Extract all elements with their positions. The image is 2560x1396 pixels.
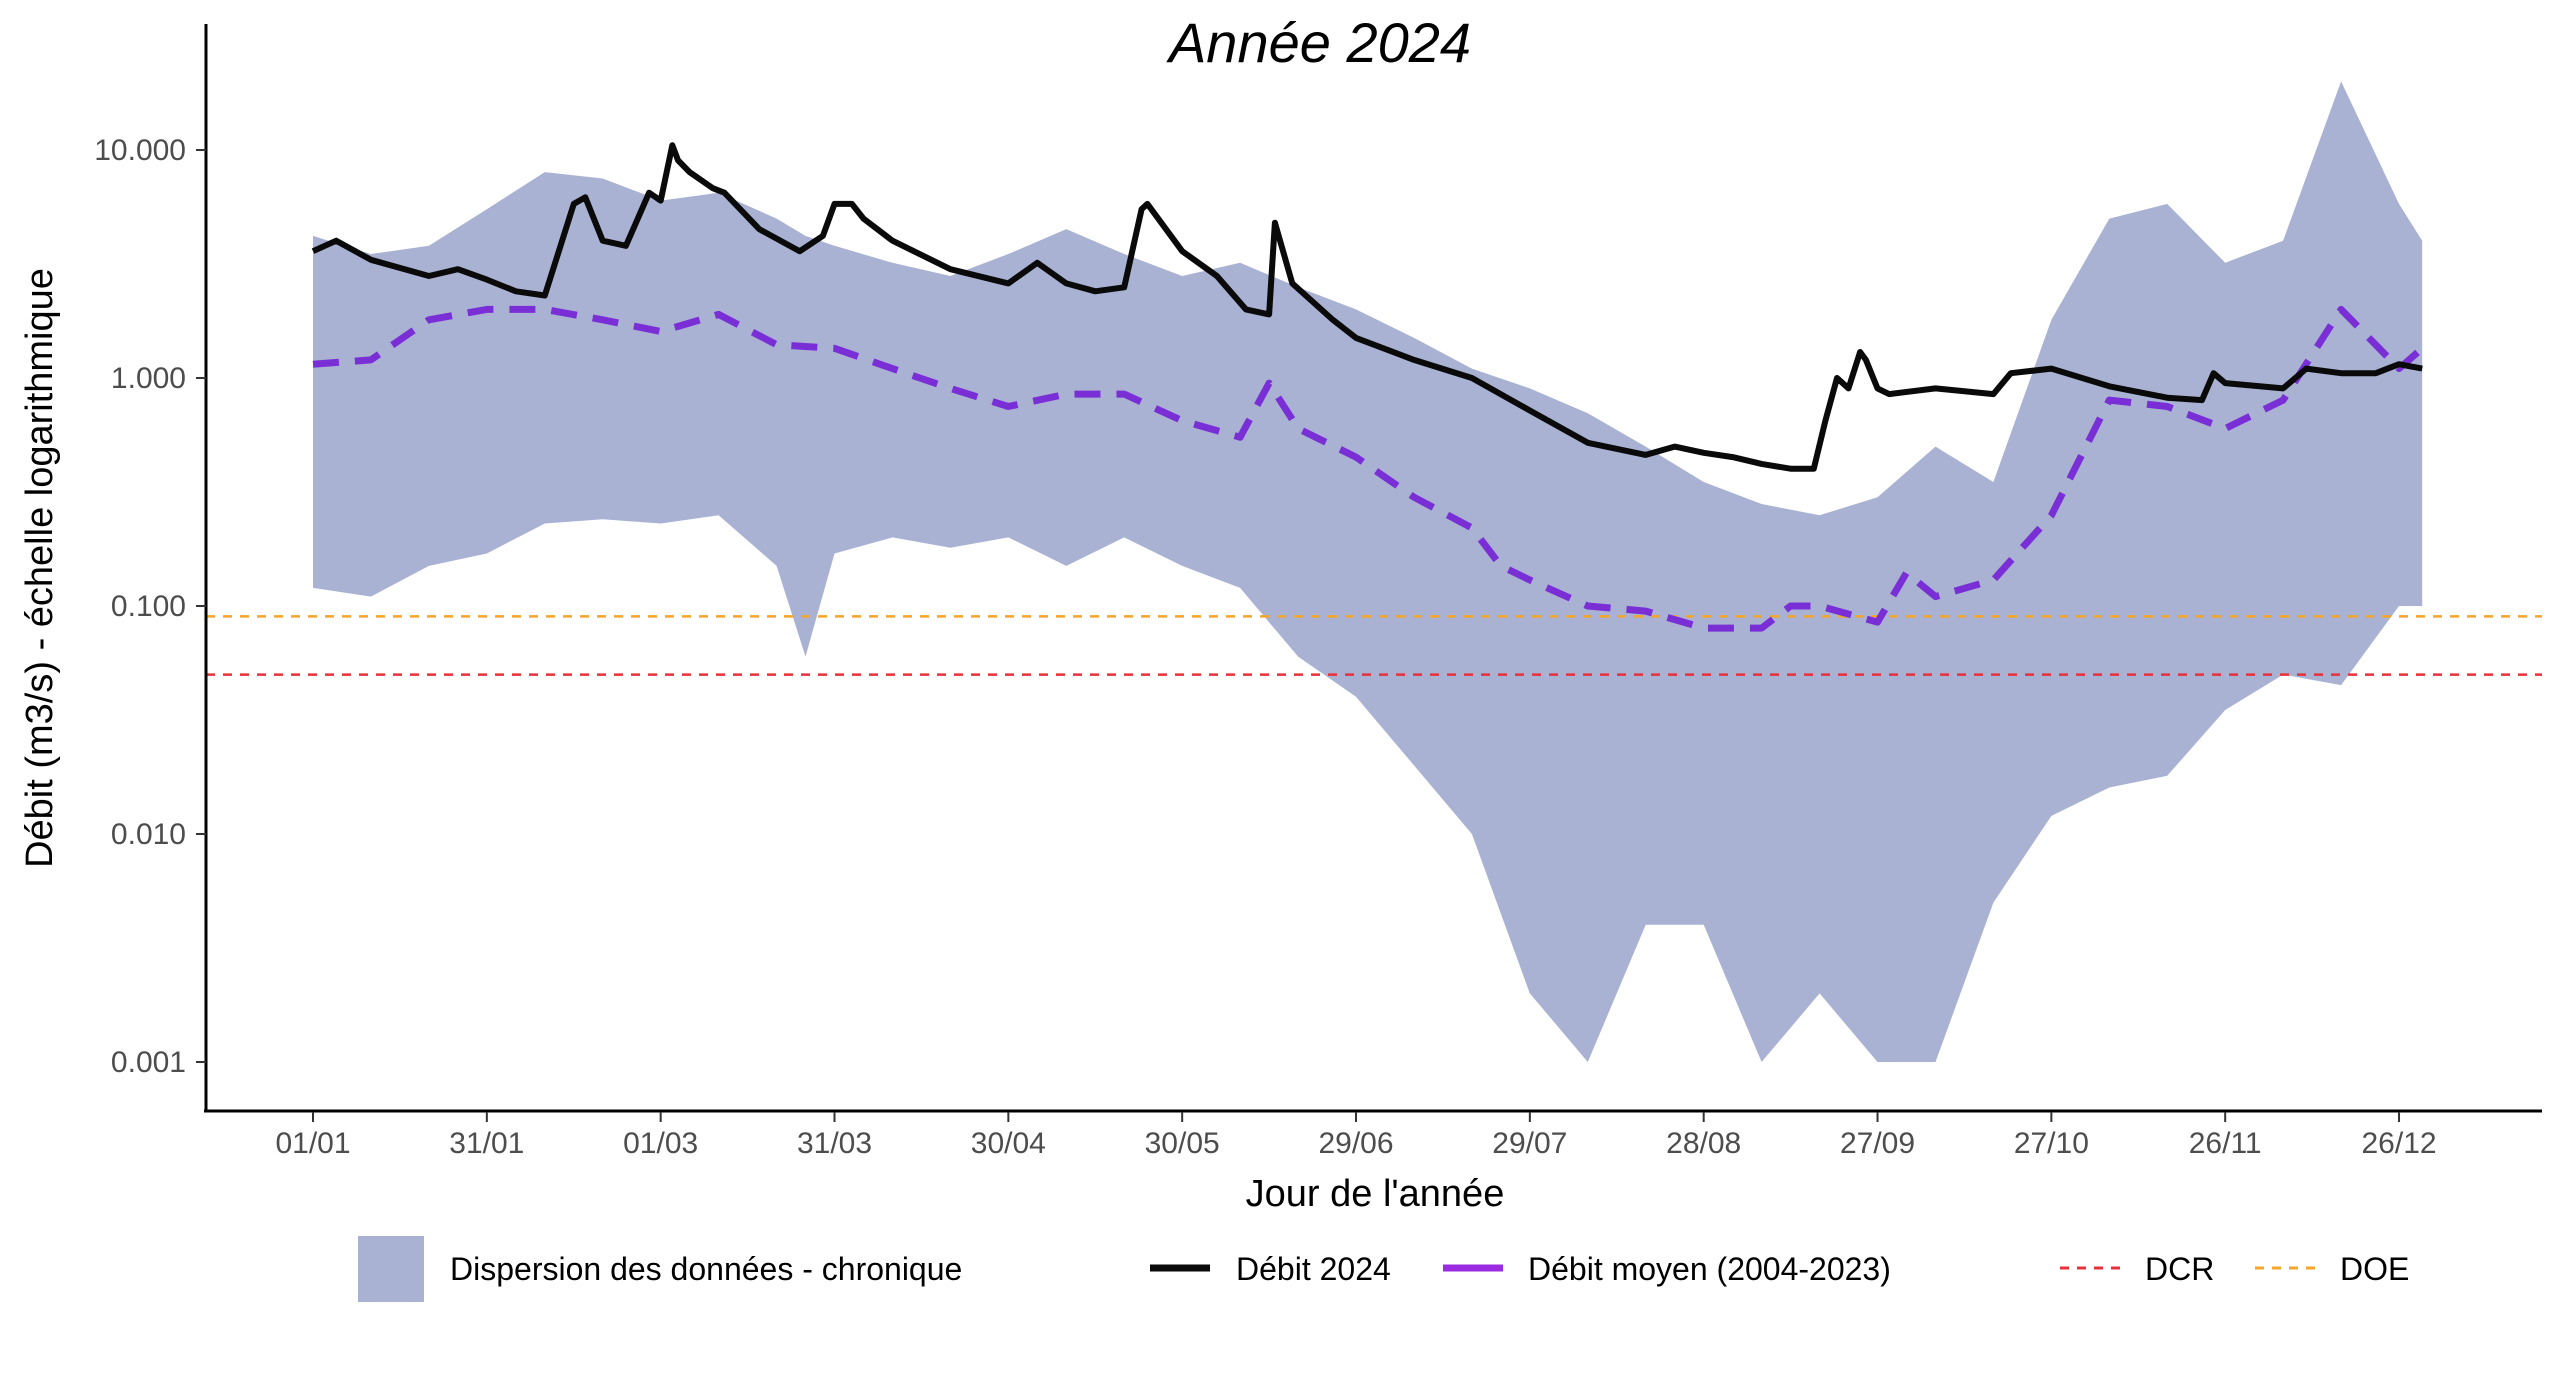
x-axis-ticks: 01/01 31/01 01/03 31/03 30/04 30/05 29/06 29/07… — [275, 1112, 2437, 1160]
x-tick-label: 30/04 — [971, 1127, 1046, 1160]
legend: Dispersion des données - chronique Débit… — [358, 1236, 2409, 1302]
plot-area — [206, 81, 2542, 1062]
x-tick-label: 01/03 — [623, 1127, 698, 1160]
legend-2024-label: Débit 2024 — [1236, 1251, 1391, 1287]
legend-mean-label: Débit moyen (2004-2023) — [1528, 1251, 1891, 1287]
x-tick-label: 28/08 — [1666, 1127, 1741, 1160]
legend-dcr-label: DCR — [2145, 1251, 2214, 1287]
y-tick-label: 0.100 — [111, 590, 186, 623]
x-tick-label: 01/01 — [275, 1127, 350, 1160]
x-tick-label: 27/10 — [2014, 1127, 2089, 1160]
legend-band-key — [358, 1236, 424, 1302]
x-axis-title: Jour de l'année — [1246, 1173, 1505, 1215]
y-axis-title: Débit (m3/s) - échelle logarithmique — [19, 268, 61, 868]
x-tick-label: 27/09 — [1840, 1127, 1915, 1160]
series-line-debit-moyen — [312, 305, 2425, 632]
x-tick-label: 31/01 — [449, 1127, 524, 1160]
y-tick-label: 0.001 — [111, 1046, 186, 1079]
legend-band-label: Dispersion des données - chronique — [450, 1251, 962, 1287]
series-line-debit-2024 — [311, 142, 2423, 472]
x-tick-label: 26/12 — [2361, 1127, 2436, 1160]
x-tick-label: 31/03 — [797, 1127, 872, 1160]
legend-doe-label: DOE — [2340, 1251, 2409, 1287]
dispersion-band — [313, 81, 2423, 1062]
x-tick-label: 30/05 — [1145, 1127, 1220, 1160]
y-tick-label: 10.000 — [94, 134, 186, 167]
y-tick-label: 0.010 — [111, 818, 186, 851]
chart-title: Année 2024 — [1166, 11, 1471, 74]
y-axis-ticks: 10.000 1.000 0.100 0.010 0.001 — [94, 134, 206, 1079]
x-tick-label: 26/11 — [2189, 1127, 2262, 1160]
x-tick-label: 29/07 — [1492, 1127, 1567, 1160]
y-tick-label: 1.000 — [111, 362, 186, 395]
x-tick-label: 29/06 — [1318, 1127, 1393, 1160]
